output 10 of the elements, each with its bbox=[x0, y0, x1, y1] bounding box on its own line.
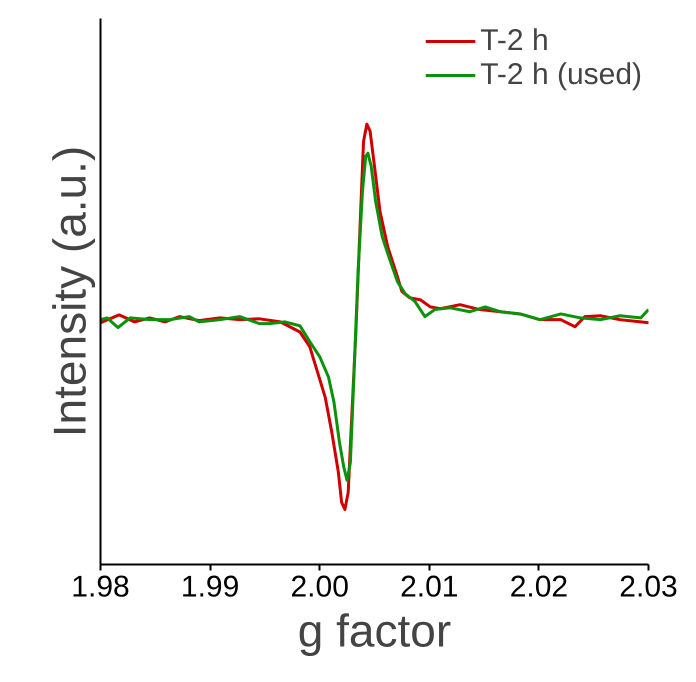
x-tick-label: 1.99 bbox=[180, 570, 240, 604]
x-tick-label: 2.02 bbox=[510, 570, 568, 604]
x-tick-label: 1.98 bbox=[71, 570, 130, 604]
legend-label: T-2 h (used) bbox=[480, 58, 642, 92]
y-axis-title: Intensity (a.u.) bbox=[44, 146, 96, 438]
x-tick-label: 2.01 bbox=[400, 570, 458, 604]
legend-label: T-2 h bbox=[480, 24, 549, 58]
x-axis-title: g factor bbox=[298, 604, 452, 656]
x-tick-label: 2.00 bbox=[290, 570, 349, 604]
x-tick-label: 2.03 bbox=[619, 570, 678, 604]
